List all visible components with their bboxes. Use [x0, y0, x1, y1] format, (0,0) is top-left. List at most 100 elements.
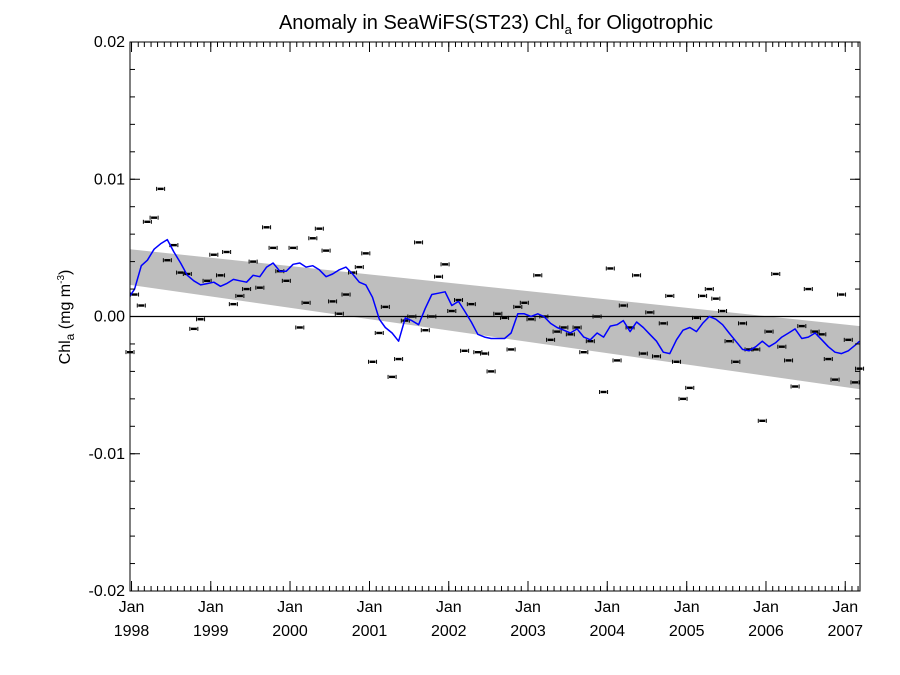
data-point	[506, 347, 516, 352]
y-axis-label: Chla (mg m-3)	[56, 270, 77, 365]
data-point	[480, 351, 490, 356]
data-point	[242, 287, 252, 292]
data-point	[830, 377, 840, 382]
data-point	[460, 348, 470, 353]
data-point	[632, 273, 642, 278]
data-point	[288, 245, 298, 250]
data-point	[579, 350, 589, 355]
x-axis: Jan 1998 Jan 1999 Jan 2000 Jan 2001 Jan 2002 Jan 20…	[114, 42, 863, 640]
data-point	[407, 314, 417, 319]
data-point	[248, 259, 258, 264]
x-tick-year: 2003	[510, 623, 546, 640]
x-tick-month: Jan	[594, 599, 620, 616]
data-point	[810, 329, 820, 334]
data-point	[328, 299, 338, 304]
data-point	[685, 385, 695, 390]
data-point	[447, 309, 457, 314]
data-point	[731, 359, 741, 364]
x-tick-month: Jan	[357, 599, 383, 616]
data-point	[149, 215, 159, 220]
data-point	[281, 278, 291, 283]
data-point	[546, 337, 556, 342]
data-point	[513, 304, 523, 309]
x-tick-year: 2002	[431, 623, 467, 640]
x-tick-month: Jan	[515, 599, 541, 616]
data-point	[565, 332, 575, 337]
data-point	[387, 374, 397, 379]
data-point	[691, 315, 701, 320]
x-tick-year: 2007	[827, 623, 863, 640]
data-point	[301, 300, 311, 305]
data-point	[797, 324, 807, 329]
y-tick-label: 0.02	[94, 34, 125, 51]
x-tick-month: Jan	[832, 599, 858, 616]
data-point	[837, 292, 847, 297]
x-tick-month: Jan	[436, 599, 462, 616]
data-point	[519, 300, 529, 305]
data-point	[850, 380, 860, 385]
data-point	[612, 358, 622, 363]
data-point	[533, 273, 543, 278]
data-point	[585, 339, 595, 344]
data-point	[777, 344, 787, 349]
data-point	[268, 245, 278, 250]
data-point	[228, 302, 238, 307]
data-point	[314, 226, 324, 231]
data-point	[394, 357, 404, 362]
data-point	[142, 219, 152, 224]
data-point	[196, 317, 206, 322]
data-point	[672, 359, 682, 364]
y-tick-label: 0.00	[94, 309, 125, 326]
smoothed-series	[129, 238, 861, 355]
x-tick-year: 2000	[272, 623, 308, 640]
y-axis: 0.02 0.01 0.00 -0.01 -0.02	[89, 34, 860, 600]
data-point	[764, 329, 774, 334]
data-point	[216, 273, 226, 278]
data-point	[262, 225, 272, 230]
data-point	[718, 309, 728, 314]
trend-band	[130, 249, 860, 390]
anomaly-points	[125, 186, 865, 423]
data-point	[354, 265, 364, 270]
data-point	[698, 293, 708, 298]
x-tick-month: Jan	[674, 599, 700, 616]
y-tick-label: -0.01	[89, 446, 126, 463]
data-point	[599, 389, 609, 394]
data-point	[162, 258, 172, 263]
chart-title: Anomaly in SeaWiFS(ST23) Chla for Oligot…	[279, 12, 713, 37]
data-point	[665, 293, 675, 298]
data-point	[341, 292, 351, 297]
data-point	[493, 311, 503, 316]
data-point	[638, 351, 648, 356]
x-tick-year: 2006	[748, 623, 784, 640]
x-tick-month: Jan	[198, 599, 224, 616]
data-point	[136, 303, 146, 308]
data-point	[295, 325, 305, 330]
x-tick-month: Jan	[119, 599, 145, 616]
data-point	[486, 369, 496, 374]
data-point	[771, 271, 781, 276]
x-tick-year: 2001	[352, 623, 388, 640]
data-point	[552, 329, 562, 334]
data-point	[790, 384, 800, 389]
data-point	[803, 287, 813, 292]
data-point	[434, 274, 444, 279]
data-point	[757, 418, 767, 423]
data-point	[658, 321, 668, 326]
data-point	[526, 317, 536, 322]
data-point	[308, 236, 318, 241]
y-tick-label: -0.02	[89, 583, 126, 600]
x-tick-year: 1998	[114, 623, 150, 640]
data-point	[823, 357, 833, 362]
trend-band-area	[130, 249, 860, 390]
data-point	[374, 330, 384, 335]
data-point	[618, 303, 628, 308]
data-point	[738, 321, 748, 326]
x-tick-year: 2005	[669, 623, 705, 640]
data-point	[235, 293, 245, 298]
data-point	[414, 240, 424, 245]
data-point	[427, 314, 437, 319]
data-point	[500, 315, 510, 320]
data-point	[711, 296, 721, 301]
